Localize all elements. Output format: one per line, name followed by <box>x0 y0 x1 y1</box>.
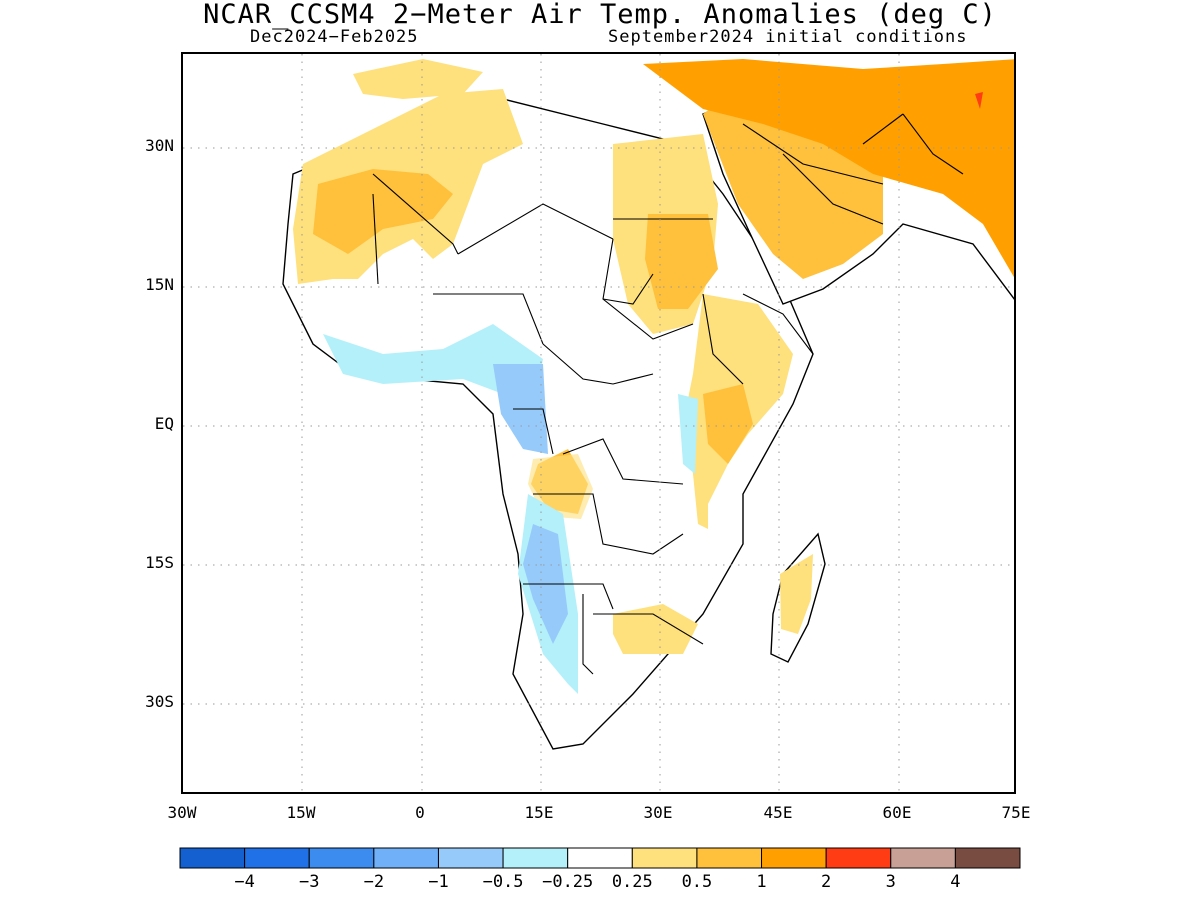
colorbar-swatch <box>244 847 310 869</box>
colorbar-swatch <box>761 847 827 869</box>
colorbar-label: −4 <box>234 872 255 892</box>
lon-label-15e: 15E <box>524 803 554 822</box>
lon-label-30w: 30W <box>167 803 197 822</box>
lon-label-75e: 75E <box>1001 803 1031 822</box>
country-borders <box>372 113 964 675</box>
lon-label-60e: 60E <box>882 803 912 822</box>
colorbar-label: −0.5 <box>482 872 524 892</box>
colorbar-label: −1 <box>428 872 449 892</box>
colorbar-swatch <box>825 847 892 869</box>
colorbar-label: 0.5 <box>681 872 713 892</box>
lat-label-15s: 15S <box>145 553 174 572</box>
colorbar-swatch <box>567 847 633 869</box>
colorbar-swatch <box>308 847 375 869</box>
colorbar-label: 4 <box>950 872 961 892</box>
colorbar-label: 0.25 <box>611 872 653 892</box>
colorbar-swatch <box>890 847 956 869</box>
colorbar-swatch <box>631 847 698 869</box>
colorbar-swatch <box>696 847 763 869</box>
colorbar-swatch <box>179 847 246 869</box>
lon-label-30e: 30E <box>643 803 673 822</box>
anomaly-north-coast <box>353 59 483 99</box>
anomaly-map <box>183 54 1014 792</box>
lat-label-eq: EQ <box>154 414 174 433</box>
lon-label-45e: 45E <box>763 803 793 822</box>
initial-conditions: September2024 initial conditions <box>608 27 968 47</box>
colorbar-swatch <box>373 847 439 869</box>
lat-label-30s: 30S <box>145 692 174 711</box>
anomaly-sudan-core <box>645 214 718 309</box>
anomaly-gulf-guinea <box>323 324 543 414</box>
lon-label-0: 0 <box>415 803 425 822</box>
colorbar-label: −3 <box>298 872 320 892</box>
colorbar-label: −0.25 <box>542 872 594 892</box>
colorbar-label: 1 <box>756 872 767 892</box>
lat-label-30n: 30N <box>145 136 174 155</box>
lat-label-15n: 15N <box>145 275 174 294</box>
anomaly-madagascar <box>780 554 813 634</box>
map-title: NCAR_CCSM4 2−Meter Air Temp. Anomalies (… <box>203 0 997 30</box>
anomaly-southeast-africa <box>613 604 698 654</box>
colorbar-swatch <box>502 847 569 869</box>
colorbar-swatch <box>954 847 1021 869</box>
colorbar-label: −2 <box>363 872 385 892</box>
forecast-period: Dec2024−Feb2025 <box>250 27 419 47</box>
map-panel <box>181 52 1016 794</box>
anomaly-peak <box>975 92 983 109</box>
lon-label-15w: 15W <box>286 803 316 822</box>
anomaly-angola-outer <box>528 454 593 519</box>
anomaly-sahara-core <box>313 169 453 254</box>
anomaly-east-lake <box>678 394 698 474</box>
anomaly-kenya <box>703 384 753 464</box>
colorbar <box>179 847 1021 869</box>
colorbar-label: 3 <box>885 872 896 892</box>
colorbar-swatch <box>437 847 504 869</box>
colorbar-label: 2 <box>821 872 832 892</box>
anomaly-middle-east <box>643 59 1014 278</box>
